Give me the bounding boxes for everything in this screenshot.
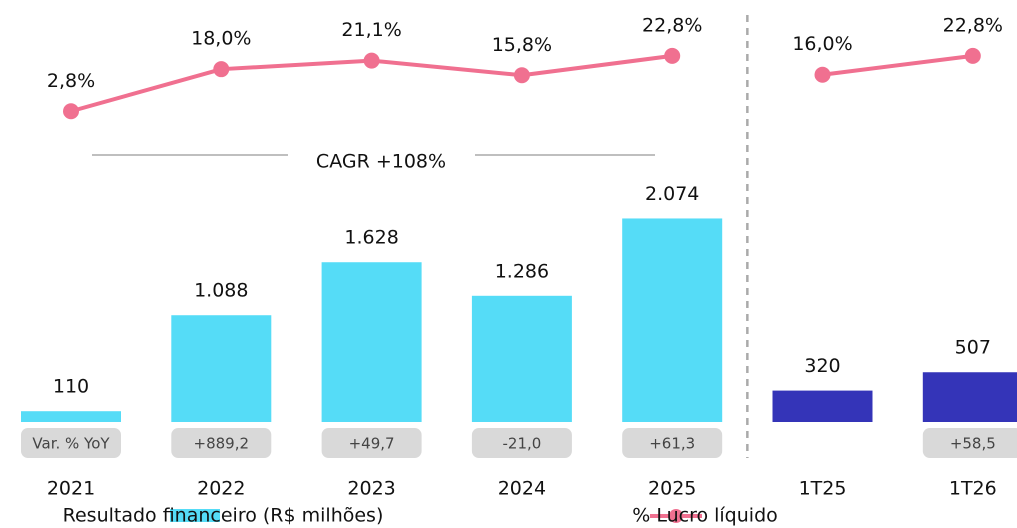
line-label: 21,1% xyxy=(341,19,401,41)
yoy-pill xyxy=(622,428,723,458)
yoy-label: +889,2 xyxy=(194,435,250,453)
yoy-label: -21,0 xyxy=(502,435,541,453)
cagr-annotation: CAGR +108% xyxy=(316,151,446,173)
line-point xyxy=(814,66,831,83)
x-tick-label: 2024 xyxy=(498,478,546,500)
bar xyxy=(922,372,1017,422)
bar xyxy=(171,315,272,422)
legend-label: Resultado financeiro (R$ milhões) xyxy=(63,505,384,527)
bar-label: 1.088 xyxy=(194,280,248,302)
line-label: 15,8% xyxy=(492,34,552,56)
yoy-label: +61,3 xyxy=(649,435,695,453)
line-label: 2,8% xyxy=(47,70,95,92)
legend-swatch xyxy=(669,509,683,523)
line-segment xyxy=(70,67,222,114)
line-segment xyxy=(221,58,372,72)
line-point xyxy=(664,47,681,64)
yoy-pill xyxy=(471,428,572,458)
line-label: 16,0% xyxy=(792,33,852,55)
line-point xyxy=(363,52,380,69)
yoy-pill xyxy=(21,428,121,458)
line-label: 22,8% xyxy=(642,14,702,36)
line-segment xyxy=(521,53,673,78)
line-segment xyxy=(822,53,974,77)
bar xyxy=(471,295,572,422)
x-tick-label: 2025 xyxy=(648,478,696,500)
yoy-pill xyxy=(922,428,1017,458)
yoy-pill xyxy=(171,428,272,458)
bar xyxy=(321,262,422,422)
bar-label: 507 xyxy=(955,337,991,359)
legend-swatch xyxy=(170,509,220,522)
yoy-pill xyxy=(321,428,422,458)
yoy-label: Var. % YoY xyxy=(32,435,110,453)
bar xyxy=(772,390,873,422)
bar xyxy=(21,411,121,422)
yoy-label: +49,7 xyxy=(349,435,395,453)
bar-label: 1.628 xyxy=(344,227,398,249)
line-point xyxy=(964,47,981,64)
line-segment xyxy=(371,58,523,78)
bar-label: 110 xyxy=(53,376,89,398)
yoy-label: +58,5 xyxy=(950,435,996,453)
line-point xyxy=(513,67,530,84)
line-point xyxy=(213,61,230,78)
line-label: 18,0% xyxy=(191,28,251,50)
legend-label: % Lucro líquido xyxy=(632,505,778,527)
bar-label: 320 xyxy=(804,355,840,377)
bar xyxy=(622,218,723,422)
x-tick-label: 1T26 xyxy=(949,478,997,500)
bar-label: 2.074 xyxy=(645,183,699,205)
bar-label: 1.286 xyxy=(495,260,549,282)
x-tick-label: 2021 xyxy=(47,478,95,500)
x-tick-label: 2022 xyxy=(197,478,245,500)
line-point xyxy=(63,103,79,120)
x-tick-label: 1T25 xyxy=(799,478,847,500)
x-tick-label: 2023 xyxy=(347,478,395,500)
line-label: 22,8% xyxy=(943,14,1003,36)
